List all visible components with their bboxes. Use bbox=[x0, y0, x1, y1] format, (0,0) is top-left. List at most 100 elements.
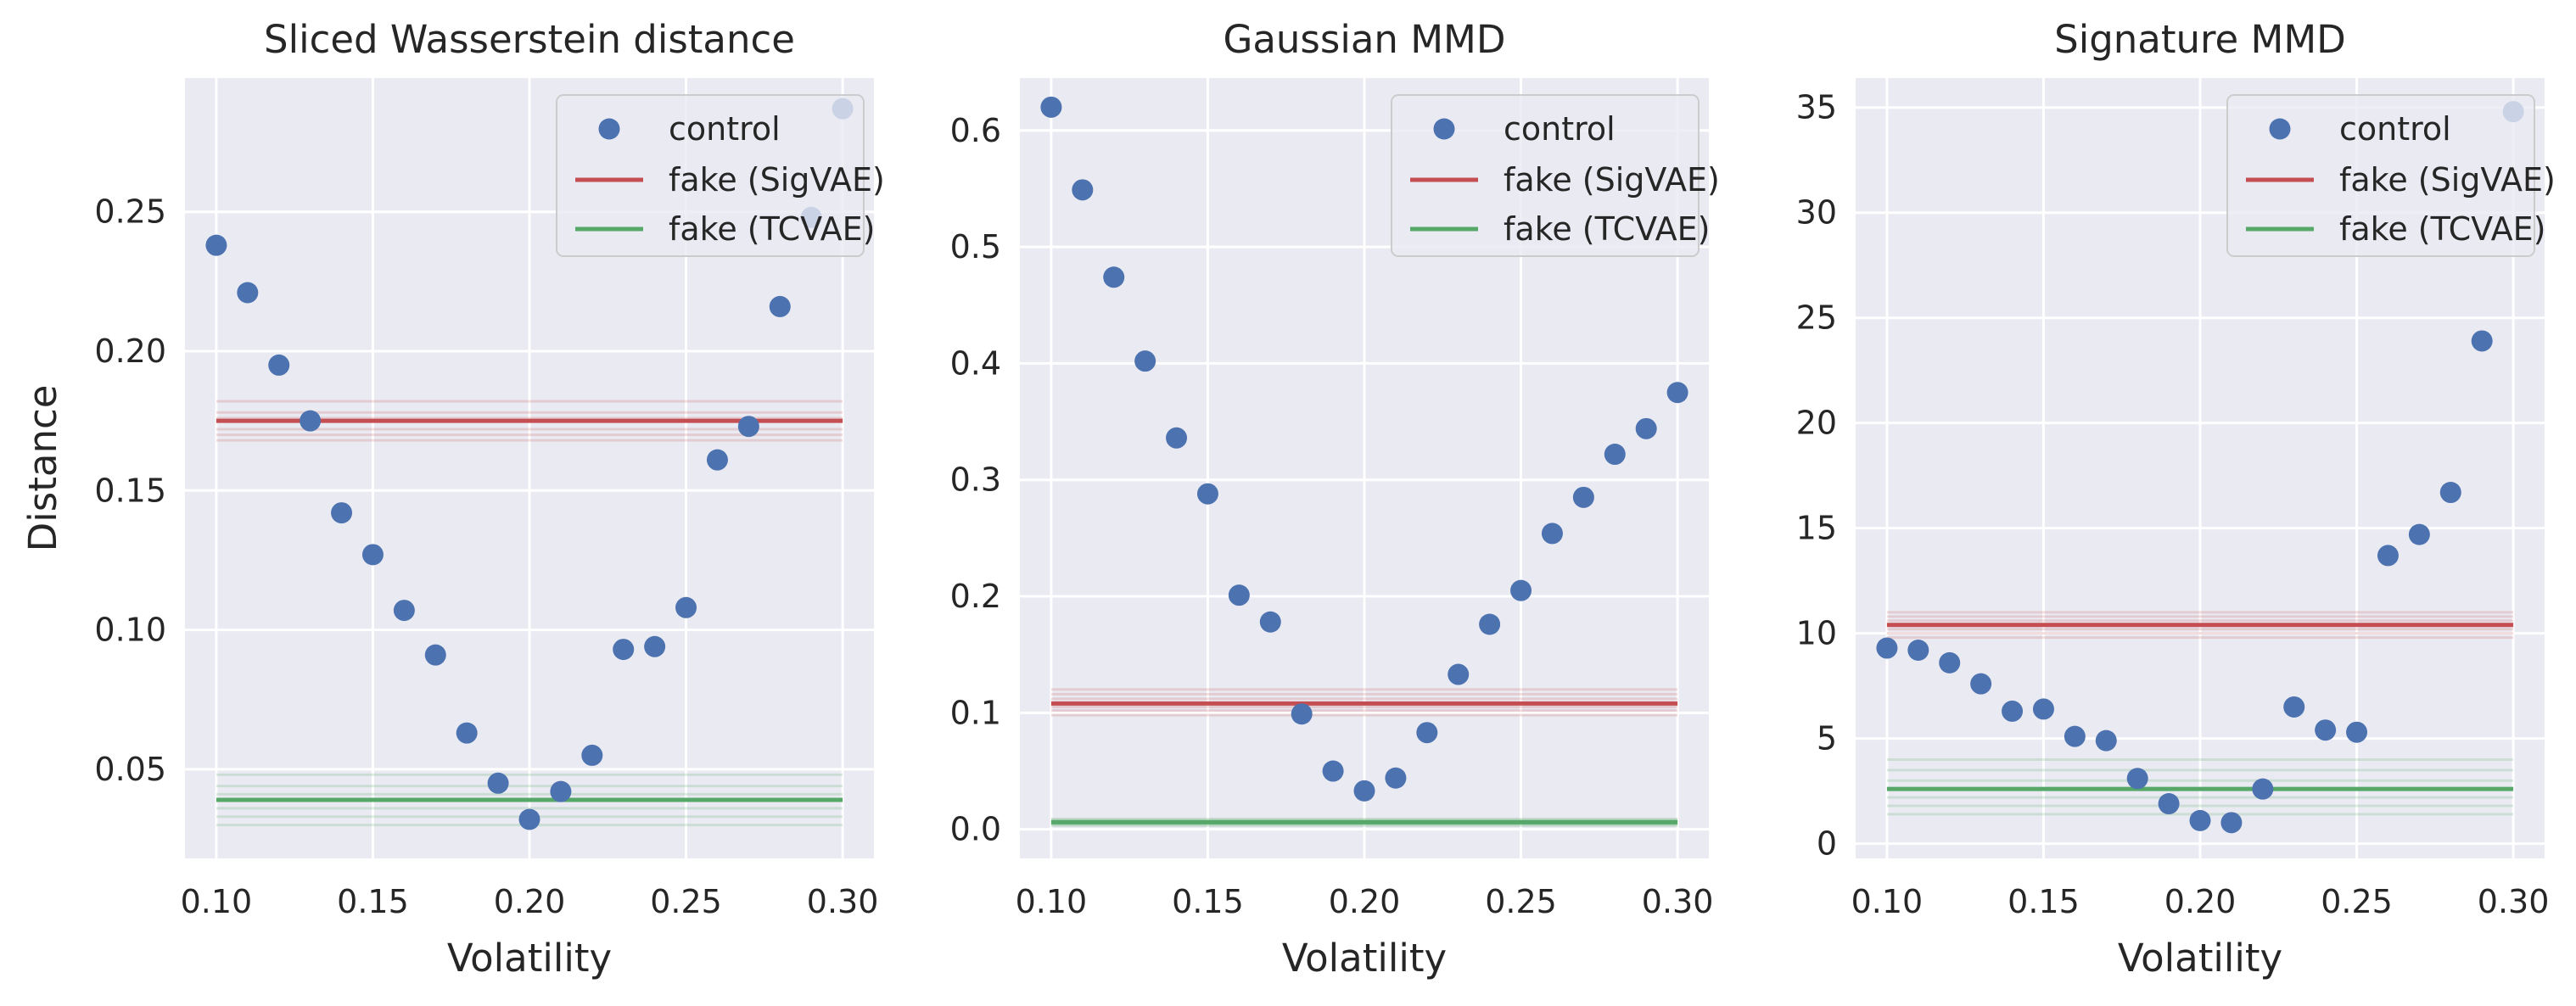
control-point bbox=[2064, 725, 2086, 747]
legend-label: fake (SigVAE) bbox=[2339, 161, 2556, 198]
y-tick-label: 0.4 bbox=[950, 344, 1001, 382]
panel-3: 0.10 0.15 0.20 0.25 0.30 0 5 10 15 20 25 30 35 Signat… bbox=[1796, 17, 2556, 981]
legend-label: fake (TCVAE) bbox=[2339, 210, 2546, 248]
y-axis-label: Distance bbox=[20, 385, 65, 552]
x-tick-label: 0.15 bbox=[2008, 883, 2080, 920]
panel-2: 0.10 0.15 0.20 0.25 0.30 0.0 0.1 0.2 0.3 0.4 0.5 0.… bbox=[950, 17, 1720, 981]
control-point bbox=[487, 772, 509, 794]
legend: control fake (SigVAE) fake (TCVAE) bbox=[1391, 94, 1720, 257]
control-point bbox=[1572, 486, 1594, 508]
x-tick-label: 0.10 bbox=[1851, 883, 1924, 920]
control-point bbox=[1134, 350, 1156, 372]
control-point bbox=[1228, 584, 1250, 606]
control-point bbox=[2346, 721, 2368, 743]
control-point bbox=[1876, 637, 1898, 659]
y-tick-label: 0.20 bbox=[94, 333, 166, 370]
x-tick-label: 0.30 bbox=[1642, 883, 1714, 920]
control-point bbox=[1385, 767, 1407, 789]
control-point bbox=[1291, 703, 1313, 725]
control-point bbox=[456, 722, 478, 744]
legend-label: control bbox=[669, 110, 781, 148]
y-tick-label: 10 bbox=[1796, 615, 1837, 652]
control-point bbox=[1510, 579, 1532, 601]
control-point bbox=[518, 808, 540, 830]
control-point bbox=[2408, 523, 2430, 545]
y-tick-label: 35 bbox=[1796, 89, 1837, 126]
control-point bbox=[550, 780, 572, 802]
control-point bbox=[2189, 809, 2211, 831]
control-point bbox=[1040, 96, 1062, 118]
y-tick-label: 0.5 bbox=[950, 228, 1001, 265]
control-point bbox=[331, 502, 353, 524]
control-points bbox=[1040, 96, 1688, 802]
y-tick-label: 0.15 bbox=[94, 472, 166, 509]
y-tick-label: 0.0 bbox=[950, 811, 1001, 848]
sigvae-band bbox=[216, 400, 843, 442]
control-point bbox=[1353, 780, 1375, 802]
control-point bbox=[2002, 700, 2024, 722]
control-point bbox=[2032, 698, 2054, 720]
x-tick-label: 0.30 bbox=[2478, 883, 2550, 920]
legend-control-marker bbox=[598, 118, 620, 140]
control-point bbox=[1072, 179, 1094, 201]
control-point bbox=[424, 644, 446, 666]
x-tick-label: 0.10 bbox=[181, 883, 253, 920]
y-tick-label: 0.2 bbox=[950, 578, 1001, 615]
x-tick-label: 0.20 bbox=[2164, 883, 2237, 920]
control-point bbox=[237, 282, 259, 304]
control-point bbox=[1604, 444, 1626, 466]
x-axis-label: Volatility bbox=[1282, 936, 1447, 981]
control-point bbox=[268, 354, 290, 376]
control-point bbox=[361, 544, 384, 566]
control-point bbox=[2252, 778, 2274, 800]
legend: control fake (SigVAE) fake (TCVAE) bbox=[2226, 94, 2556, 257]
y-tick-label: 5 bbox=[1817, 720, 1837, 757]
chart-title: Gaussian MMD bbox=[1223, 17, 1505, 62]
x-tick-label: 0.20 bbox=[1329, 883, 1401, 920]
sigvae-band bbox=[1050, 688, 1678, 717]
control-point bbox=[1103, 266, 1125, 288]
control-point bbox=[1322, 760, 1344, 782]
control-points bbox=[1876, 101, 2524, 834]
control-point bbox=[393, 600, 415, 622]
y-tick-label: 15 bbox=[1796, 510, 1837, 547]
y-tick-label: 20 bbox=[1796, 405, 1837, 442]
y-tick-label: 25 bbox=[1796, 299, 1837, 337]
control-point bbox=[2315, 719, 2337, 741]
x-tick-label: 0.15 bbox=[337, 883, 409, 920]
control-point bbox=[205, 234, 227, 256]
legend-box bbox=[1391, 94, 1700, 257]
x-tick-label: 0.25 bbox=[2321, 883, 2393, 920]
control-point bbox=[581, 744, 603, 766]
chart-title: Sliced Wasserstein distance bbox=[264, 17, 795, 62]
y-tick-label: 0.6 bbox=[950, 112, 1001, 149]
control-point bbox=[2439, 482, 2461, 504]
legend-control-marker bbox=[2269, 118, 2291, 140]
x-tick-label: 0.25 bbox=[1485, 883, 1557, 920]
y-tick-label: 30 bbox=[1796, 194, 1837, 232]
control-point bbox=[613, 639, 635, 661]
sigvae-band bbox=[1886, 611, 2514, 640]
control-point bbox=[1541, 523, 1563, 545]
control-point bbox=[2283, 696, 2305, 718]
x-tick-label: 0.30 bbox=[807, 883, 879, 920]
panel-1: 0.10 0.15 0.20 0.25 0.30 0.05 0.10 0.15 0.20 0.25… bbox=[20, 17, 885, 981]
control-point bbox=[300, 410, 322, 432]
control-point bbox=[1666, 382, 1688, 404]
control-point bbox=[1416, 722, 1438, 744]
control-point bbox=[1479, 613, 1501, 635]
control-point bbox=[737, 416, 759, 438]
control-point bbox=[2126, 768, 2148, 790]
y-tick-label: 0.25 bbox=[94, 193, 166, 231]
control-point bbox=[1907, 640, 1929, 662]
x-tick-label: 0.25 bbox=[650, 883, 722, 920]
tcvae-band bbox=[1886, 757, 2514, 816]
x-tick-label: 0.15 bbox=[1172, 883, 1244, 920]
x-axis-label: Volatility bbox=[2118, 936, 2282, 981]
legend-box bbox=[2226, 94, 2535, 257]
legend-box bbox=[556, 94, 865, 257]
legend-control-marker bbox=[1433, 118, 1455, 140]
x-tick-label: 0.20 bbox=[494, 883, 566, 920]
control-point bbox=[2158, 793, 2180, 815]
legend-label: control bbox=[1504, 110, 1616, 148]
